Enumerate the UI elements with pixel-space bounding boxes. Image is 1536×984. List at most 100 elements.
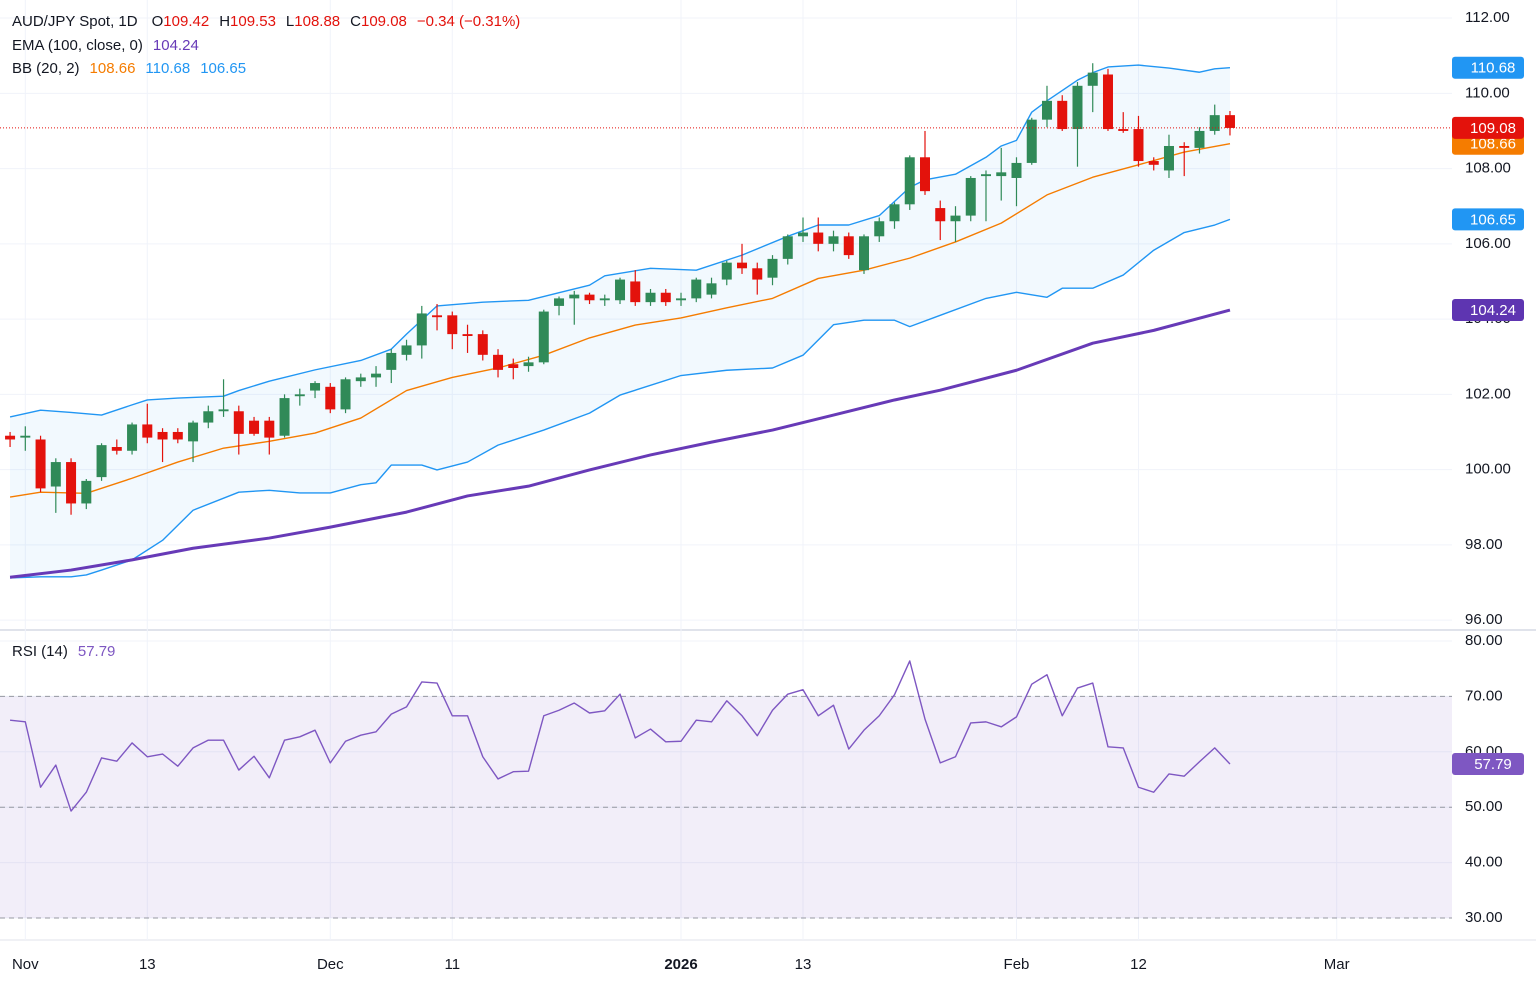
candle-body xyxy=(645,292,656,303)
bb-middle-value: 108.66 xyxy=(90,60,136,77)
candle-body xyxy=(843,236,854,256)
candle-body xyxy=(20,435,31,438)
legend-bb: BB (20, 2) 108.66 110.68 106.65 xyxy=(12,60,246,77)
y-tick-label: 108.00 xyxy=(1465,160,1511,177)
ema-line xyxy=(9,308,1231,579)
candle-body xyxy=(1179,145,1190,148)
candle-body xyxy=(325,386,336,410)
candle-body xyxy=(965,177,976,216)
candle-body xyxy=(523,362,534,367)
ema-label: 104.24 xyxy=(1470,302,1516,319)
y-tick-label: 102.00 xyxy=(1465,385,1511,402)
rsi-tick-label: 50.00 xyxy=(1465,798,1503,815)
candle-body xyxy=(233,411,244,434)
last-price-box xyxy=(1452,116,1524,139)
candle-body xyxy=(294,394,305,397)
candle-body xyxy=(1209,115,1220,131)
candle-body xyxy=(569,294,580,299)
bb-upper-box xyxy=(1452,56,1524,79)
y-tick-label: 106.00 xyxy=(1465,235,1511,252)
candle-body xyxy=(1224,115,1235,128)
candle-body xyxy=(737,262,748,269)
ohlc-value: 109.42 xyxy=(163,13,209,30)
candle-body xyxy=(401,345,412,355)
candle-body xyxy=(1194,130,1205,148)
candle-body xyxy=(218,409,229,412)
candle-body xyxy=(35,439,46,489)
candle-body xyxy=(355,377,366,382)
candle-body xyxy=(691,279,702,299)
candle-body xyxy=(447,315,458,335)
legend-rsi: RSI (14) 57.79 xyxy=(12,643,115,660)
change: −0.34 (−0.31%) xyxy=(417,13,520,30)
candle-body xyxy=(1163,145,1174,171)
candle-body xyxy=(477,334,488,355)
candle-body xyxy=(676,298,687,301)
candle-body xyxy=(462,334,473,337)
candle-body xyxy=(584,294,595,301)
candle-body xyxy=(554,298,565,306)
candle-body xyxy=(1072,85,1083,130)
candle-body xyxy=(264,420,275,438)
bb-upper-value: 110.68 xyxy=(145,60,190,77)
last-price-label: 109.08 xyxy=(1470,120,1516,137)
candle-body xyxy=(416,313,427,346)
candle-body xyxy=(157,431,168,440)
bb-lower-value: 106.65 xyxy=(200,60,246,77)
ohlc-prefix: O xyxy=(152,13,164,30)
legend-ema: EMA (100, close, 0) 104.24 xyxy=(12,37,199,54)
candle-body xyxy=(721,262,732,280)
candle-body xyxy=(615,279,626,301)
candle-body xyxy=(371,373,382,378)
candle-body xyxy=(50,462,61,487)
x-tick-label: Dec xyxy=(317,956,344,973)
candle-body xyxy=(432,315,443,318)
ema-value: 104.24 xyxy=(153,37,199,54)
ohlc-prefix: H xyxy=(219,13,230,30)
candle-body xyxy=(310,383,321,391)
candle-body xyxy=(828,236,839,244)
candle-body xyxy=(798,232,809,237)
candle-body xyxy=(782,236,793,259)
candle-body xyxy=(935,208,946,222)
candle-body xyxy=(111,447,122,451)
rsi-line xyxy=(9,660,1231,812)
candle-body xyxy=(630,281,641,303)
ohlc-prefix: L xyxy=(286,13,294,30)
x-tick-label: Mar xyxy=(1324,956,1350,973)
candle-body xyxy=(203,411,214,423)
y-tick-label: 96.00 xyxy=(1465,611,1503,628)
candle-body xyxy=(1041,100,1052,120)
candle-body xyxy=(81,480,92,504)
ohlc-prefix: C xyxy=(350,13,361,30)
ohlc-value: 108.88 xyxy=(294,13,340,30)
x-tick-label: Nov xyxy=(12,956,39,973)
ema-box xyxy=(1452,299,1524,322)
candle-body xyxy=(66,462,77,504)
x-tick-label: Feb xyxy=(1004,956,1030,973)
candle-body xyxy=(142,424,153,438)
x-tick-label: 11 xyxy=(444,956,460,973)
x-tick-label: 12 xyxy=(1130,956,1147,973)
candle-body xyxy=(874,221,885,237)
symbol: AUD/JPY Spot, 1D xyxy=(12,13,138,30)
candle-body xyxy=(96,445,107,478)
candle-body xyxy=(660,292,671,303)
candle-body xyxy=(950,215,961,222)
candle-body xyxy=(1102,74,1113,130)
candle-body xyxy=(980,174,991,177)
candle-body xyxy=(996,172,1007,177)
x-tick-label: 13 xyxy=(795,956,812,973)
candle-body xyxy=(1118,129,1129,131)
bb-name: BB (20, 2) xyxy=(12,60,80,77)
rsi-tick-label: 30.00 xyxy=(1465,909,1503,926)
candle-body xyxy=(859,236,870,271)
candle-body xyxy=(752,268,763,280)
rsi-value: 57.79 xyxy=(78,643,116,660)
bb-middle xyxy=(9,143,1231,498)
candle-body xyxy=(1087,72,1098,86)
candle-body xyxy=(188,422,199,442)
candle-body xyxy=(127,424,138,451)
